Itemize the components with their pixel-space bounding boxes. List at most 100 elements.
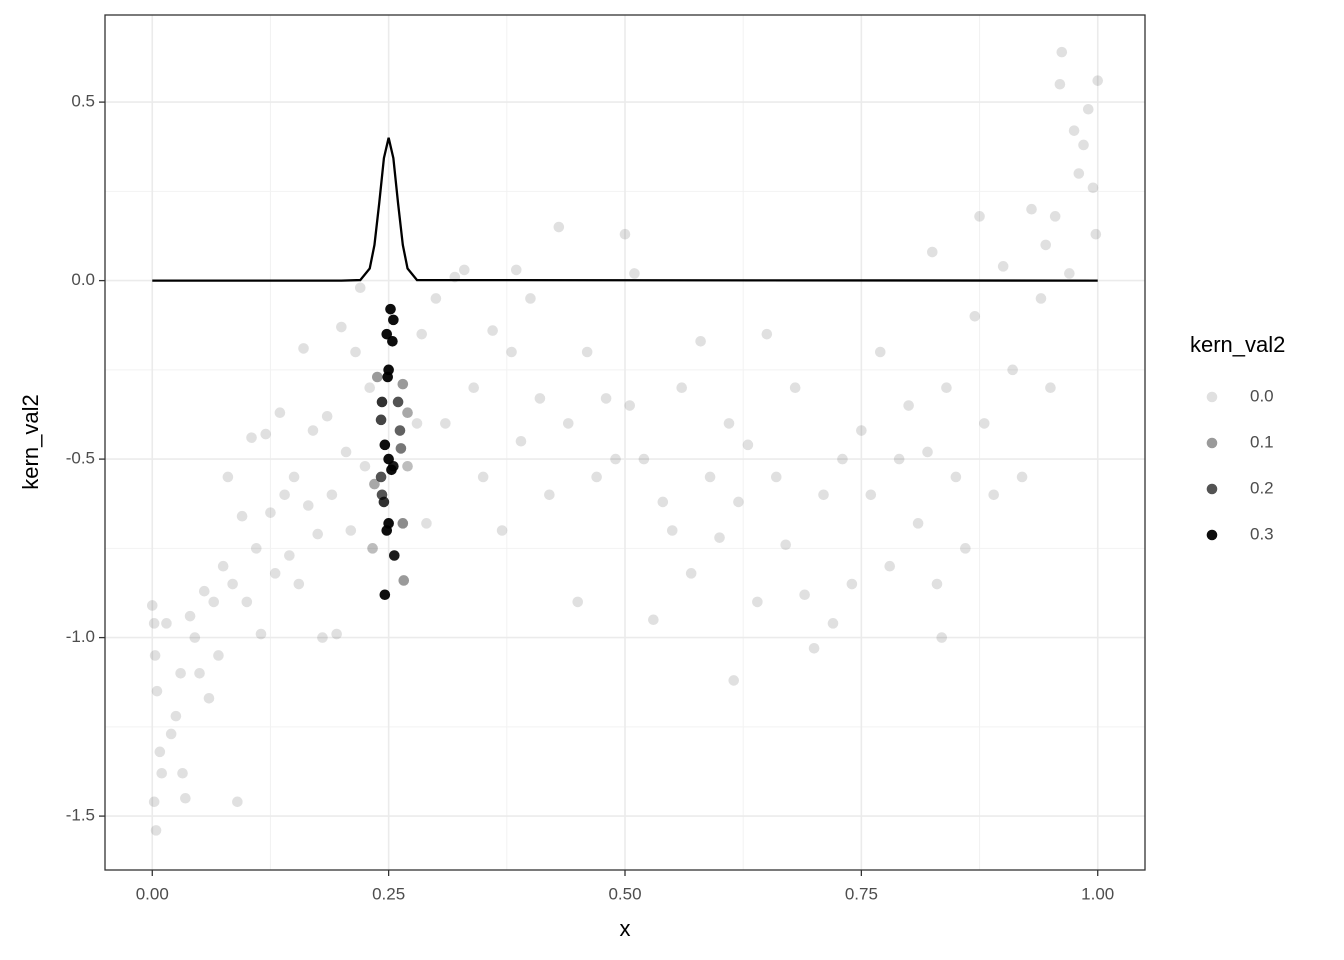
point bbox=[648, 614, 659, 626]
point bbox=[326, 489, 338, 501]
point bbox=[430, 293, 442, 304]
y-tick-label: -1.0 bbox=[66, 627, 95, 646]
point bbox=[386, 464, 397, 476]
point bbox=[387, 335, 398, 347]
point bbox=[1073, 168, 1085, 179]
point bbox=[1026, 203, 1037, 215]
point bbox=[487, 325, 498, 336]
point bbox=[728, 675, 740, 686]
point bbox=[496, 525, 508, 536]
point bbox=[468, 382, 480, 394]
point bbox=[733, 496, 744, 508]
point bbox=[969, 311, 981, 322]
point bbox=[317, 632, 328, 643]
point bbox=[156, 767, 168, 779]
point bbox=[619, 228, 631, 240]
legend-key bbox=[1206, 437, 1218, 449]
point bbox=[180, 792, 191, 804]
point bbox=[534, 393, 546, 404]
point bbox=[402, 460, 413, 472]
point bbox=[714, 532, 725, 543]
point bbox=[232, 796, 243, 808]
legend-label: 0.3 bbox=[1250, 524, 1274, 543]
point bbox=[761, 328, 773, 340]
point bbox=[600, 393, 612, 404]
x-tick-label: 1.00 bbox=[1081, 884, 1114, 903]
point bbox=[170, 710, 182, 722]
point bbox=[354, 282, 366, 294]
point bbox=[389, 550, 400, 561]
point bbox=[638, 453, 650, 465]
point bbox=[381, 525, 393, 536]
point bbox=[151, 685, 163, 697]
point bbox=[978, 418, 990, 429]
y-tick-label: 0.0 bbox=[71, 270, 95, 289]
point bbox=[265, 507, 276, 518]
point bbox=[1087, 182, 1099, 194]
point bbox=[789, 382, 801, 394]
point bbox=[397, 378, 409, 390]
point bbox=[666, 525, 678, 536]
point bbox=[369, 478, 380, 490]
point bbox=[411, 418, 423, 429]
point bbox=[865, 489, 877, 501]
point bbox=[685, 568, 697, 579]
y-tick-label: 0.5 bbox=[71, 92, 95, 111]
point bbox=[284, 550, 295, 561]
point bbox=[149, 650, 161, 661]
point bbox=[217, 560, 229, 572]
point bbox=[198, 585, 210, 597]
point bbox=[312, 528, 324, 540]
legend-key bbox=[1206, 483, 1218, 495]
point bbox=[903, 400, 914, 411]
y-tick-label: -1.5 bbox=[66, 806, 95, 825]
point bbox=[255, 628, 267, 640]
point bbox=[269, 568, 281, 579]
point bbox=[298, 343, 309, 354]
point bbox=[376, 396, 388, 408]
point bbox=[912, 518, 924, 529]
point bbox=[926, 246, 938, 258]
point bbox=[553, 221, 565, 233]
point bbox=[350, 346, 361, 358]
point bbox=[893, 453, 905, 465]
point bbox=[799, 589, 810, 601]
point bbox=[177, 767, 188, 779]
point bbox=[936, 632, 948, 643]
point bbox=[477, 471, 489, 483]
point bbox=[236, 510, 248, 522]
point bbox=[402, 407, 413, 418]
point bbox=[506, 346, 517, 358]
point bbox=[331, 628, 342, 640]
point bbox=[676, 382, 688, 394]
point bbox=[988, 489, 1000, 501]
point bbox=[458, 264, 470, 276]
legend-label: 0.0 bbox=[1250, 386, 1274, 405]
point bbox=[378, 496, 390, 508]
point bbox=[161, 618, 172, 629]
point bbox=[279, 489, 290, 501]
point bbox=[1054, 78, 1066, 90]
point bbox=[1092, 75, 1104, 86]
point bbox=[246, 432, 257, 443]
point bbox=[189, 632, 201, 643]
point bbox=[392, 396, 404, 408]
point bbox=[241, 596, 253, 608]
point bbox=[562, 418, 574, 429]
kernel-line bbox=[152, 137, 1098, 282]
point bbox=[931, 578, 943, 590]
point bbox=[184, 610, 196, 622]
point bbox=[572, 596, 584, 608]
point bbox=[440, 418, 451, 429]
point bbox=[288, 471, 300, 483]
point bbox=[148, 618, 160, 629]
point bbox=[375, 414, 387, 426]
point bbox=[624, 400, 636, 411]
point bbox=[704, 471, 716, 483]
x-tick-label: 0.00 bbox=[136, 884, 169, 903]
point bbox=[837, 453, 848, 465]
point bbox=[846, 578, 858, 590]
point bbox=[1035, 293, 1047, 304]
point bbox=[742, 439, 754, 451]
